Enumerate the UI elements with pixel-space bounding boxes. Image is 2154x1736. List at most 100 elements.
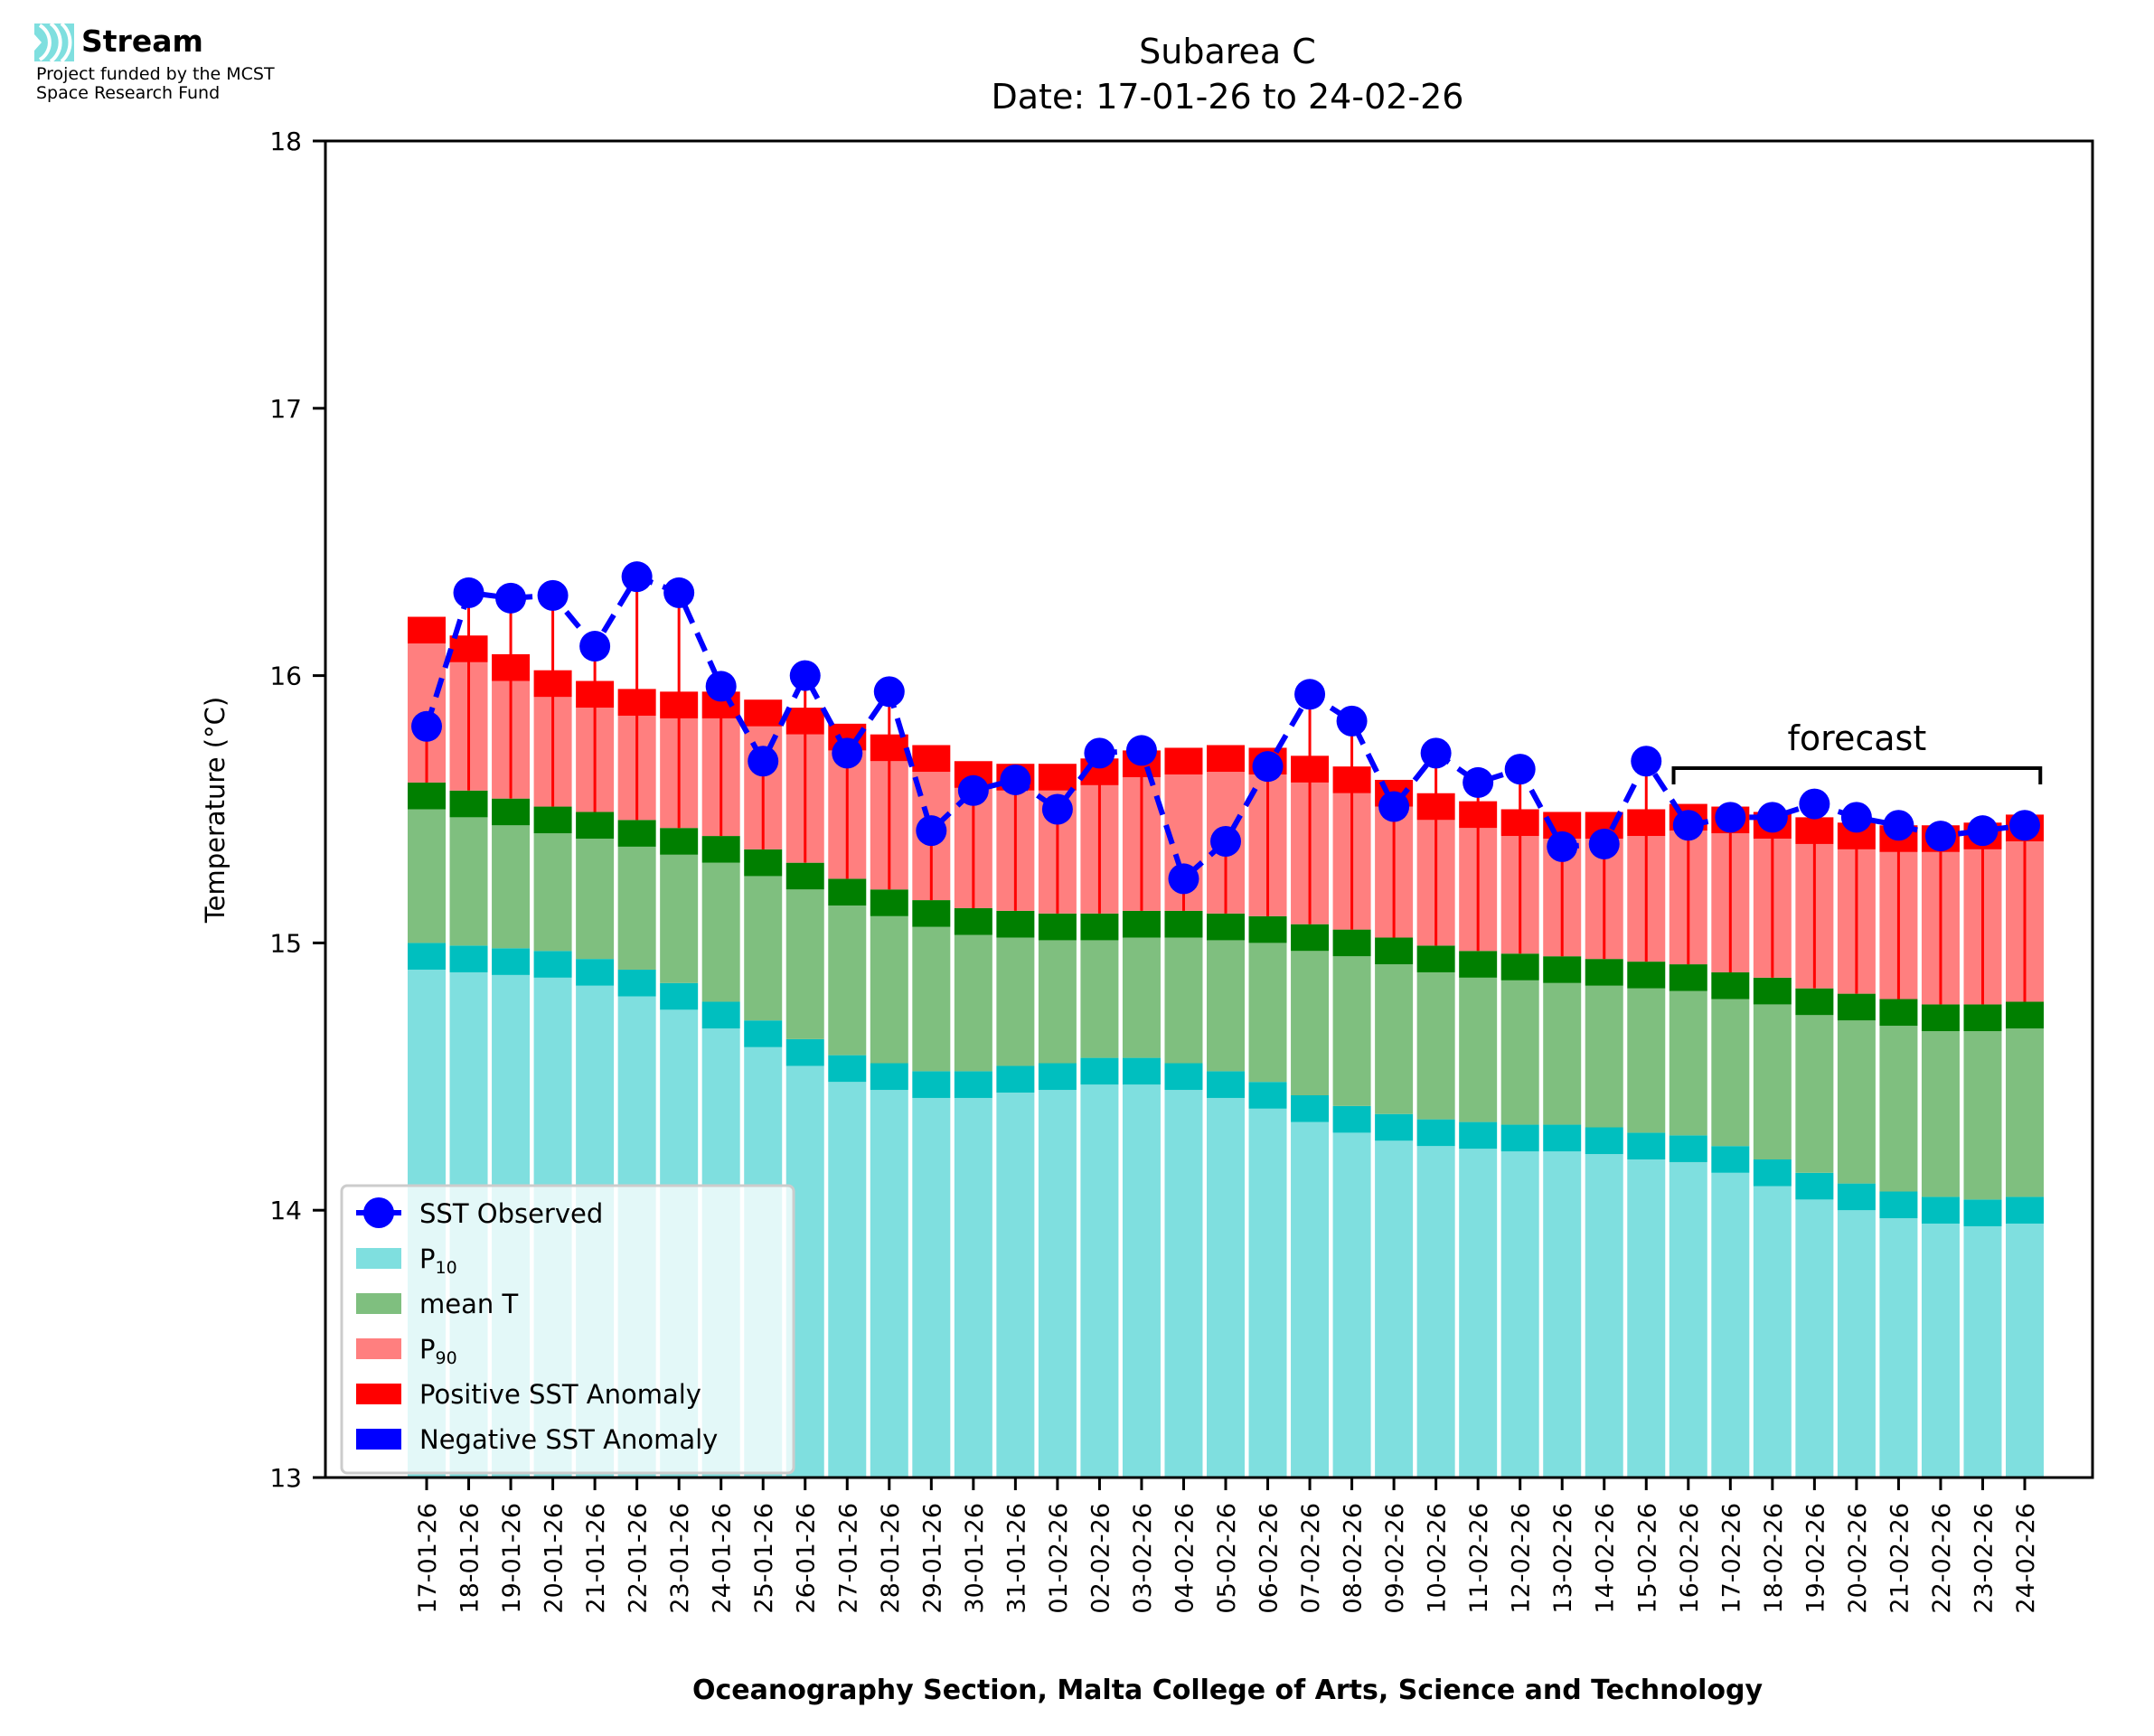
mean-bar: [1332, 956, 1371, 1106]
mean-bar: [1122, 937, 1161, 1058]
mean-bar: [1921, 1031, 1960, 1197]
x-tick-label: 09-02-26: [1381, 1503, 1409, 1614]
y-tick-label: 18: [269, 127, 302, 156]
mean-bar: [870, 915, 908, 1064]
p10-bar: [1248, 1108, 1287, 1478]
mean-bar: [785, 889, 824, 1039]
p10-band: [1164, 1063, 1203, 1091]
mean-bar: [1837, 1020, 1876, 1184]
p10-band: [1459, 1121, 1498, 1150]
p10-bar: [1038, 1090, 1077, 1478]
p10-band: [1248, 1082, 1287, 1109]
p10-bar: [996, 1093, 1035, 1478]
legend-label: Negative SST Anomaly: [419, 1424, 718, 1455]
p10-bar: [1080, 1084, 1119, 1478]
p10-bar: [1753, 1186, 1792, 1478]
x-tick-label: 12-02-26: [1508, 1503, 1536, 1614]
mean-band: [1879, 999, 1918, 1027]
mean-band: [1711, 971, 1750, 999]
x-tick-label: 28-01-26: [877, 1503, 905, 1614]
p10-band: [576, 959, 615, 986]
p10-band: [1543, 1124, 1582, 1152]
mean-band: [1753, 977, 1792, 1005]
legend-swatch: [356, 1248, 401, 1269]
p10-bar: [1795, 1199, 1834, 1478]
p10-band: [1963, 1199, 2002, 1226]
mean-band: [744, 849, 783, 877]
p10-band: [1207, 1071, 1245, 1098]
mean-bar: [1164, 937, 1203, 1064]
mean-band: [1122, 910, 1161, 938]
p10-band: [617, 969, 656, 997]
observed-point: [621, 561, 653, 593]
p10-band: [1669, 1135, 1707, 1162]
p10-bar: [1627, 1159, 1666, 1478]
x-tick-label: 01-02-26: [1045, 1503, 1073, 1614]
mean-bar: [576, 839, 615, 960]
x-tick-label: 24-02-26: [2012, 1503, 2040, 1614]
observed-point: [1672, 810, 1704, 841]
mean-bar: [1711, 999, 1750, 1147]
mean-bar: [492, 825, 531, 949]
x-tick-label: 24-01-26: [709, 1503, 737, 1614]
observed-point: [1084, 737, 1115, 769]
mean-band: [1585, 959, 1623, 986]
x-tick-label: 26-01-26: [793, 1503, 821, 1614]
legend-frame: [340, 1184, 795, 1475]
x-tick-label: 11-02-26: [1465, 1503, 1493, 1614]
p10-band: [1585, 1127, 1623, 1155]
observed-point: [789, 660, 821, 691]
x-tick-label: 23-02-26: [1970, 1503, 1998, 1614]
mean-band: [701, 836, 740, 863]
p10-bar: [1332, 1132, 1371, 1478]
p10-bar: [1963, 1225, 2002, 1478]
observed-point: [1883, 810, 1914, 841]
logo-name: Stream: [81, 23, 203, 59]
observed-point: [1799, 788, 1830, 820]
mean-bar: [660, 854, 699, 983]
legend-swatch: [356, 1384, 401, 1404]
mean-bar: [954, 934, 992, 1072]
observed-point: [1336, 705, 1368, 737]
observed-point: [1631, 746, 1662, 777]
logo-line-2: Space Research Fund: [36, 83, 221, 103]
mean-band: [996, 910, 1035, 938]
mean-band: [1332, 929, 1371, 957]
p10-band: [1837, 1183, 1876, 1211]
observed-point: [1840, 802, 1872, 833]
x-tick-label: 29-01-26: [918, 1503, 946, 1614]
p10-band: [744, 1020, 783, 1047]
logo-line-1: Project funded by the MCST: [36, 64, 275, 84]
x-tick-label: 25-01-26: [750, 1503, 778, 1614]
legend-swatch: [356, 1429, 401, 1450]
p10-band: [1879, 1191, 1918, 1219]
x-tick-label: 13-02-26: [1549, 1503, 1577, 1614]
p10-band: [996, 1065, 1035, 1093]
p10-bar: [1837, 1210, 1876, 1478]
mean-bar: [1627, 988, 1666, 1133]
mean-bar: [1459, 977, 1498, 1122]
mean-band: [1416, 945, 1455, 972]
p10-bar: [1669, 1161, 1707, 1478]
observed-point: [1504, 754, 1536, 785]
x-tick-label: 10-02-26: [1424, 1503, 1452, 1614]
p10-band: [1122, 1057, 1161, 1085]
mean-bar: [996, 937, 1035, 1066]
observed-point: [1378, 791, 1410, 822]
mean-bar: [1963, 1031, 2002, 1200]
mean-bar: [1795, 1015, 1834, 1173]
observed-point: [873, 676, 905, 708]
logo-subtitle: Project funded by the MCST Space Researc…: [36, 65, 275, 103]
p10-band: [954, 1071, 992, 1098]
observed-point: [1252, 751, 1284, 783]
mean-bar: [1543, 982, 1582, 1125]
mean-bar: [1416, 971, 1455, 1120]
mean-bar: [617, 846, 656, 970]
observed-point: [705, 671, 737, 702]
anomaly-stems-layer: [425, 577, 2027, 1005]
p10-band: [533, 951, 572, 978]
y-tick-label: 15: [269, 928, 302, 958]
mean-band: [912, 900, 951, 927]
p10-band: [492, 948, 531, 975]
